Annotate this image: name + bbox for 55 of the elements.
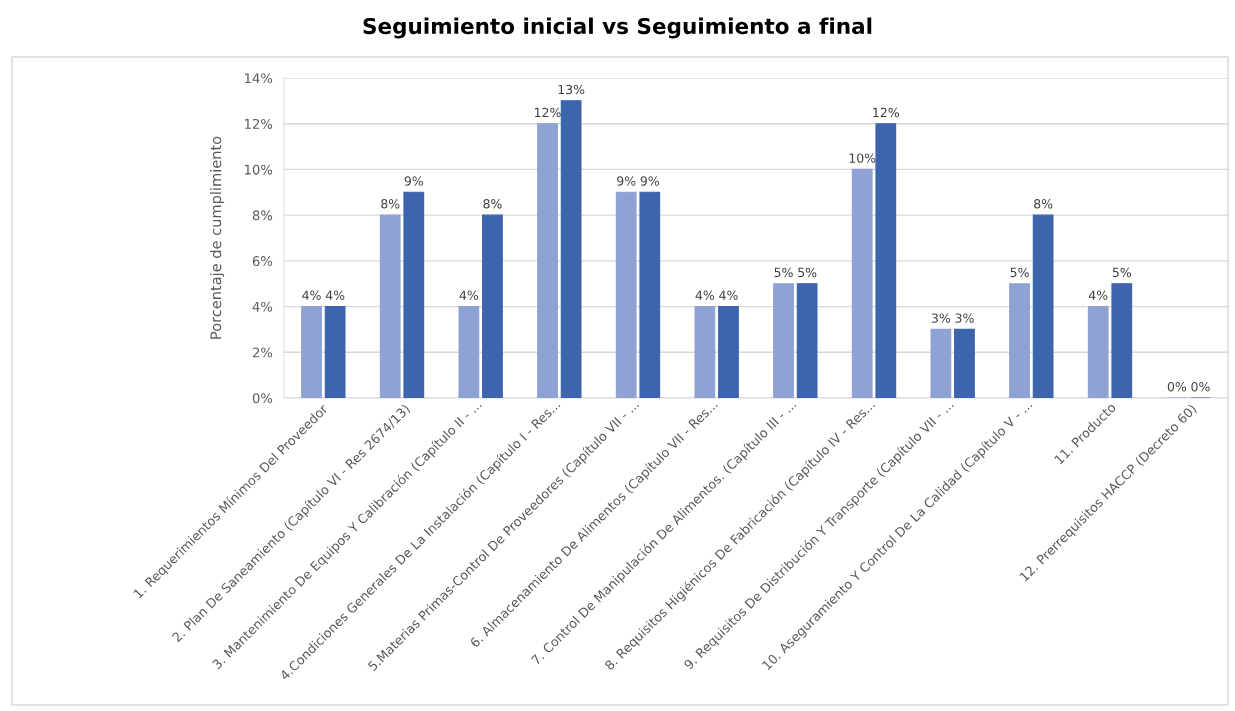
chart-title: Seguimiento inicial vs Seguimiento a final [363, 17, 872, 39]
data-label: 5% [1112, 267, 1132, 278]
y-tick-label: 6% [252, 256, 273, 267]
bar [458, 306, 480, 398]
bar [403, 191, 425, 398]
data-label: 5% [1010, 267, 1029, 278]
bar [1009, 283, 1030, 398]
data-label: 5% [774, 267, 793, 278]
data-label: 13% [558, 84, 585, 95]
data-label: 12% [873, 107, 899, 118]
bar [718, 306, 739, 398]
bar [875, 123, 897, 398]
bar [482, 214, 503, 398]
y-tick-label: 0% [252, 393, 273, 404]
bar [615, 191, 637, 398]
y-tick-label: 14% [245, 73, 273, 84]
bar [930, 328, 952, 398]
data-label: 8% [483, 199, 502, 209]
bar [1087, 306, 1109, 398]
data-label: 0% [1167, 381, 1187, 392]
data-label: 3% [931, 313, 951, 323]
data-label: 4% [325, 290, 345, 300]
bar [851, 168, 873, 398]
y-tick-label: 12% [245, 118, 273, 129]
data-label: 5% [798, 267, 817, 278]
y-tick-label: 10% [245, 164, 273, 175]
bar [694, 306, 716, 398]
bar [379, 214, 401, 398]
data-label: 9% [617, 176, 636, 186]
bar [639, 191, 661, 398]
bar [1032, 214, 1054, 398]
bar [773, 283, 794, 398]
data-label: 4% [302, 290, 321, 300]
data-label: 4% [459, 290, 479, 300]
bar [537, 123, 558, 398]
y-tick-label: 4% [252, 301, 273, 312]
data-label: 4% [695, 290, 715, 300]
data-label: 8% [1034, 199, 1053, 209]
data-label: 4% [1088, 290, 1108, 300]
data-label: 9% [404, 176, 424, 186]
data-label: 0% [1191, 381, 1210, 392]
data-label: 8% [381, 199, 400, 209]
data-label: 9% [640, 176, 660, 186]
y-tick-label: 2% [252, 347, 273, 358]
data-label: 3% [955, 313, 974, 323]
data-label: 12% [535, 107, 561, 118]
bar [560, 100, 582, 398]
bar [1111, 283, 1133, 398]
bar [324, 306, 346, 398]
y-tick-label: 8% [252, 210, 273, 221]
bar [954, 328, 975, 398]
y-axis-title: Porcentaje de cumplimiento [210, 136, 225, 339]
bar [301, 306, 322, 398]
data-label: 4% [719, 290, 738, 300]
bar [796, 283, 818, 398]
